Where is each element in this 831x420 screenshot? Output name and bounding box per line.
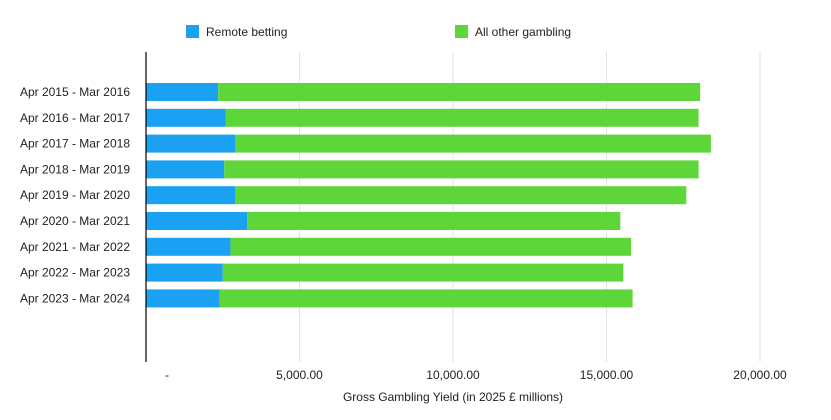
category-label: Apr 2018 - Mar 2019 [20, 162, 130, 176]
bar-remote-betting-2 [146, 134, 236, 153]
bar-all-other-gambling-1 [225, 108, 699, 127]
category-label: Apr 2017 - Mar 2018 [20, 137, 130, 151]
bar-remote-betting-4 [146, 186, 236, 205]
x-tick-label: 5,000.00 [276, 368, 323, 382]
bar-all-other-gambling-2 [235, 134, 711, 153]
bar-remote-betting-3 [146, 160, 225, 179]
category-label: Apr 2015 - Mar 2016 [20, 85, 130, 99]
category-label: Apr 2020 - Mar 2021 [20, 214, 130, 228]
bar-all-other-gambling-5 [247, 212, 621, 230]
legend-label-remote-betting: Remote betting [206, 25, 287, 39]
category-label: Apr 2021 - Mar 2022 [20, 240, 130, 254]
bar-all-other-gambling-3 [224, 160, 699, 179]
legend-label-all-other-gambling: All other gambling [475, 25, 571, 39]
x-tick-label: - [165, 368, 169, 382]
bar-all-other-gambling-6 [230, 237, 632, 256]
category-label: Apr 2023 - Mar 2024 [20, 291, 130, 305]
bar-remote-betting-1 [146, 108, 226, 127]
category-label: Apr 2016 - Mar 2017 [20, 111, 130, 125]
bar-remote-betting-7 [146, 263, 223, 282]
x-tick-label: 10,000.00 [426, 368, 480, 382]
bar-remote-betting-8 [146, 289, 220, 308]
bar-all-other-gambling-8 [219, 289, 633, 308]
x-tick-label: 15,000.00 [580, 368, 634, 382]
bar-remote-betting-6 [146, 237, 231, 256]
bar-all-other-gambling-0 [218, 83, 701, 101]
bar-remote-betting-5 [146, 212, 248, 230]
category-label: Apr 2022 - Mar 2023 [20, 266, 130, 280]
bar-remote-betting-0 [146, 83, 219, 101]
category-label: Apr 2019 - Mar 2020 [20, 188, 130, 202]
legend-swatch-remote-betting [186, 25, 199, 38]
x-tick-label: 20,000.00 [733, 368, 787, 382]
bar-all-other-gambling-7 [222, 263, 624, 282]
bar-all-other-gambling-4 [235, 186, 687, 205]
x-axis-title: Gross Gambling Yield (in 2025 £ millions… [343, 390, 563, 404]
legend-swatch-all-other-gambling [455, 25, 468, 38]
